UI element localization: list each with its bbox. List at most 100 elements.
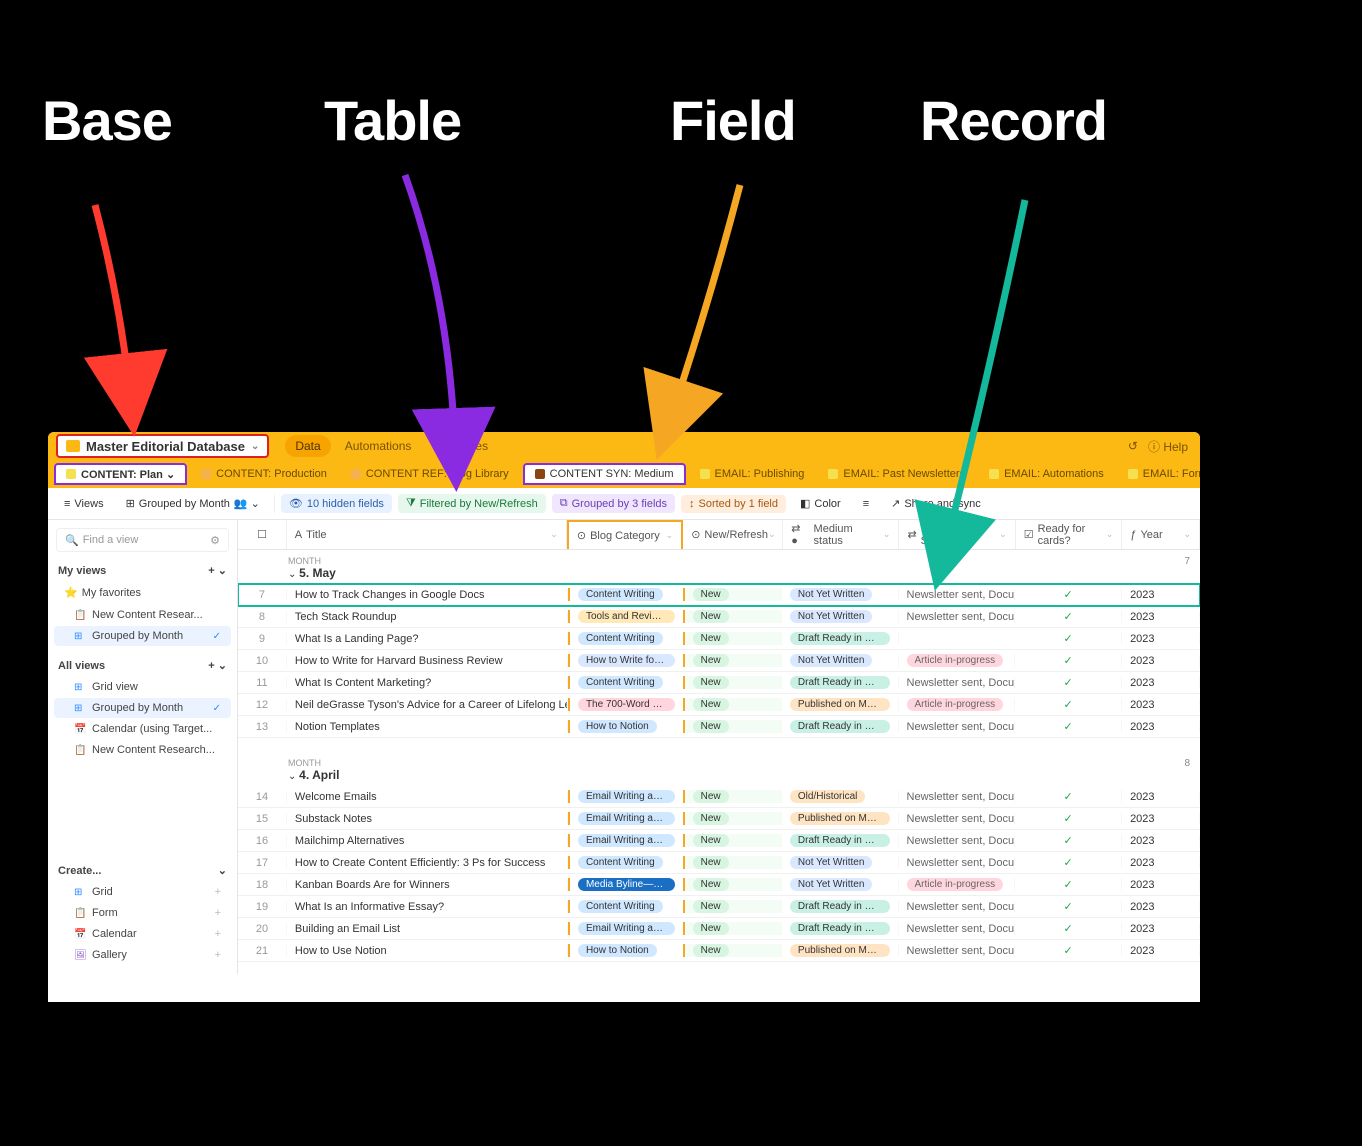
cell-ready[interactable]: ✓: [1015, 632, 1122, 645]
cell-category[interactable]: Content Writing: [568, 900, 685, 913]
table-row[interactable]: 21How to Use NotionHow to NotionNewPubli…: [238, 940, 1200, 962]
cell-year[interactable]: 2023: [1122, 655, 1200, 667]
cell-year[interactable]: 2023: [1122, 589, 1200, 601]
cell-title[interactable]: Notion Templates: [287, 721, 568, 733]
cell-medium[interactable]: Old/Historical: [782, 790, 899, 803]
checkbox-header[interactable]: ☐: [238, 520, 287, 549]
nav-automations[interactable]: Automations: [335, 435, 422, 457]
cell-medium[interactable]: Published on Medium: [782, 812, 899, 825]
cell-ready[interactable]: ✓: [1015, 944, 1122, 957]
cell-newrefresh[interactable]: New: [685, 878, 782, 891]
cell-medium[interactable]: Draft Ready in Medium: [782, 676, 899, 689]
cell-newsletter[interactable]: Newsletter sent, Docu...: [899, 721, 1016, 733]
cell-newrefresh[interactable]: New: [685, 922, 782, 935]
cell-year[interactable]: 2023: [1122, 835, 1200, 847]
cell-medium[interactable]: Not Yet Written: [782, 588, 899, 601]
cell-title[interactable]: Neil deGrasse Tyson's Advice for a Caree…: [287, 699, 568, 711]
cell-medium[interactable]: Not Yet Written: [782, 878, 899, 891]
sidebar-item[interactable]: 📋Form+: [54, 903, 231, 923]
cell-medium[interactable]: Draft Ready in Medium: [782, 834, 899, 847]
col-category[interactable]: ⊙ Blog Category⌄: [567, 520, 683, 549]
cell-category[interactable]: The 700-Word Read: [568, 698, 685, 711]
search-input[interactable]: 🔍 Find a view⚙: [56, 528, 229, 552]
cell-category[interactable]: Content Writing: [568, 676, 685, 689]
row-height-button[interactable]: ≡: [855, 495, 877, 513]
cell-newsletter[interactable]: Newsletter sent, Docu...: [899, 813, 1016, 825]
table-row[interactable]: 7How to Track Changes in Google DocsCont…: [238, 584, 1200, 606]
cell-year[interactable]: 2023: [1122, 923, 1200, 935]
table-row[interactable]: 11What Is Content Marketing?Content Writ…: [238, 672, 1200, 694]
cell-newrefresh[interactable]: New: [685, 834, 782, 847]
cell-medium[interactable]: Not Yet Written: [782, 856, 899, 869]
cell-medium[interactable]: Draft Ready in Medium: [782, 632, 899, 645]
cell-title[interactable]: How to Write for Harvard Business Review: [287, 655, 568, 667]
cell-year[interactable]: 2023: [1122, 879, 1200, 891]
cell-newrefresh[interactable]: New: [685, 676, 782, 689]
help-button[interactable]: ⓘ Help: [1148, 438, 1188, 455]
cell-newsletter[interactable]: Newsletter sent, Docu...: [899, 611, 1016, 623]
cell-newsletter[interactable]: Newsletter sent, Docu...: [899, 589, 1016, 601]
cell-year[interactable]: 2023: [1122, 791, 1200, 803]
table-tab[interactable]: CONTENT SYN: Medium: [523, 463, 686, 485]
cell-ready[interactable]: ✓: [1015, 856, 1122, 869]
cell-title[interactable]: Substack Notes: [287, 813, 568, 825]
cell-year[interactable]: 2023: [1122, 677, 1200, 689]
cell-ready[interactable]: ✓: [1015, 900, 1122, 913]
group-header[interactable]: 8MONTH⌄ 4. April: [238, 752, 1200, 786]
cell-year[interactable]: 2023: [1122, 699, 1200, 711]
table-row[interactable]: 14Welcome EmailsEmail Writing and Mark..…: [238, 786, 1200, 808]
col-medium[interactable]: ⇄ ● Medium status⌄: [783, 520, 899, 549]
col-year[interactable]: ƒ Year⌄: [1122, 520, 1200, 549]
cell-ready[interactable]: ✓: [1015, 720, 1122, 733]
sidebar-item[interactable]: 🖼Gallery+: [54, 945, 231, 965]
cell-title[interactable]: How to Track Changes in Google Docs: [287, 589, 568, 601]
sidebar-item[interactable]: ⊞Grouped by Month✓: [54, 626, 231, 646]
table-tab[interactable]: EMAIL: Forms: [1118, 463, 1200, 485]
cell-newrefresh[interactable]: New: [685, 944, 782, 957]
cell-ready[interactable]: ✓: [1015, 698, 1122, 711]
sidebar-item[interactable]: 📋New Content Resear...: [54, 605, 231, 625]
sort-chip[interactable]: ↕ Sorted by 1 field: [681, 495, 786, 513]
cell-medium[interactable]: Draft Ready in Medium: [782, 900, 899, 913]
table-row[interactable]: 13Notion TemplatesHow to NotionNewDraft …: [238, 716, 1200, 738]
view-name[interactable]: ⊞ Grouped by Month 👥 ⌄: [118, 494, 268, 513]
cell-newrefresh[interactable]: New: [685, 790, 782, 803]
sidebar-item[interactable]: ⊞Grouped by Month✓: [54, 698, 231, 718]
cell-title[interactable]: How to Use Notion: [287, 945, 568, 957]
cell-newsletter[interactable]: Article in-progress: [899, 654, 1016, 667]
cell-category[interactable]: Email Writing and Mark...: [568, 812, 685, 825]
table-row[interactable]: 9What Is a Landing Page?Content WritingN…: [238, 628, 1200, 650]
cell-ready[interactable]: ✓: [1015, 588, 1122, 601]
cell-category[interactable]: Content Writing: [568, 632, 685, 645]
views-button[interactable]: ≡ Views: [56, 495, 112, 513]
cell-category[interactable]: Content Writing: [568, 588, 685, 601]
sidebar-item[interactable]: 📋New Content Research...: [54, 740, 231, 760]
cell-title[interactable]: What Is Content Marketing?: [287, 677, 568, 689]
table-row[interactable]: 16Mailchimp AlternativesEmail Writing an…: [238, 830, 1200, 852]
cell-year[interactable]: 2023: [1122, 945, 1200, 957]
cell-newsletter[interactable]: Newsletter sent, Docu...: [899, 791, 1016, 803]
cell-category[interactable]: Content Writing: [568, 856, 685, 869]
col-title[interactable]: A Title⌄: [287, 520, 567, 549]
cell-newsletter[interactable]: Newsletter sent, Docu...: [899, 945, 1016, 957]
cell-year[interactable]: 2023: [1122, 611, 1200, 623]
cell-title[interactable]: What Is a Landing Page?: [287, 633, 568, 645]
cell-title[interactable]: What Is an Informative Essay?: [287, 901, 568, 913]
cell-newsletter[interactable]: Newsletter sent, Docu...: [899, 923, 1016, 935]
base-switcher-button[interactable]: Master Editorial Database ⌄: [56, 434, 269, 458]
table-tab[interactable]: EMAIL: Past Newsletters: [818, 463, 975, 485]
table-row[interactable]: 19What Is an Informative Essay?Content W…: [238, 896, 1200, 918]
cell-category[interactable]: How to Write for X: [568, 654, 685, 667]
cell-title[interactable]: Building an Email List: [287, 923, 568, 935]
table-tab[interactable]: CONTENT REF: Blog Library: [341, 463, 519, 485]
cell-ready[interactable]: ✓: [1015, 610, 1122, 623]
cell-newsletter[interactable]: Newsletter sent, Docu...: [899, 901, 1016, 913]
sidebar-item[interactable]: 📅Calendar (using Target...: [54, 719, 231, 739]
col-newsletter[interactable]: ⇄ Newsletter Status⌄: [899, 520, 1015, 549]
table-tab[interactable]: CONTENT: Production: [191, 463, 337, 485]
table-row[interactable]: 17How to Create Content Efficiently: 3 P…: [238, 852, 1200, 874]
cell-medium[interactable]: Published on Medium: [782, 944, 899, 957]
filter-chip[interactable]: ⧩ Filtered by New/Refresh: [398, 494, 546, 513]
cell-year[interactable]: 2023: [1122, 721, 1200, 733]
cell-medium[interactable]: Published on Medium: [782, 698, 899, 711]
